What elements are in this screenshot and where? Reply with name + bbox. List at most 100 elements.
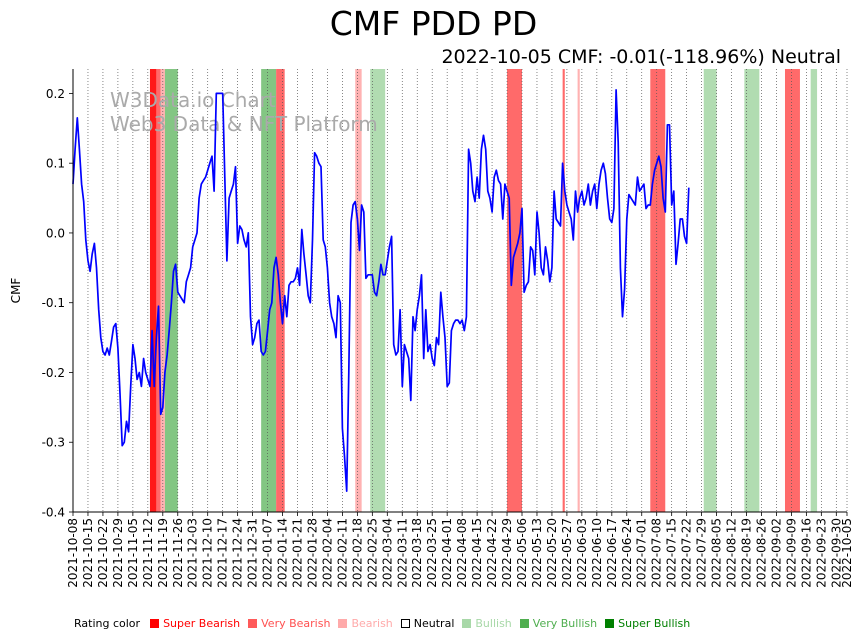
y-axis-label: CMF [9, 278, 23, 304]
x-tick-label: 2021-11-05 [126, 518, 140, 588]
x-tick-label: 2022-05-13 [530, 518, 544, 588]
legend-swatch [519, 619, 529, 628]
series-line [72, 89, 690, 492]
legend-swatch [150, 619, 160, 628]
legend-swatch [462, 619, 472, 628]
legend-item-label: Neutral [413, 617, 455, 630]
x-tick-label: 2022-03-18 [410, 518, 424, 588]
legend-item: Neutral [400, 617, 455, 630]
y-tick-label: 0.0 [46, 226, 65, 240]
x-tick-label: 2022-06-17 [605, 518, 619, 588]
rating-band [276, 69, 285, 512]
x-tick-label: 2021-12-31 [246, 518, 260, 588]
legend-item-label: Super Bearish [163, 617, 241, 630]
x-tick-label: 2022-07-08 [650, 518, 664, 588]
x-tick-label: 2022-01-28 [305, 518, 319, 588]
y-tick-label: -0.1 [42, 296, 65, 310]
x-tick-label: 2022-02-25 [365, 518, 379, 588]
x-tick-label: 2022-04-22 [485, 518, 499, 588]
x-tick-label: 2022-06-10 [590, 518, 604, 588]
rating-band [149, 69, 157, 512]
x-tick-label: 2022-01-07 [261, 518, 275, 588]
x-tick-label: 2021-10-22 [96, 518, 110, 588]
x-tick-label: 2022-08-05 [710, 518, 724, 588]
legend-swatch [605, 619, 615, 628]
rating-band [650, 69, 666, 512]
x-tick-label: 2022-07-29 [695, 518, 709, 588]
x-tick-label: 2021-11-12 [141, 518, 155, 588]
legend-swatch [400, 619, 410, 628]
x-tick-label: 2021-10-15 [81, 518, 95, 588]
rating-band [355, 69, 362, 512]
legend-item-label: Bearish [351, 617, 393, 630]
x-tick-label: 2022-04-15 [470, 518, 484, 588]
x-tick-label: 2021-11-19 [156, 518, 170, 588]
watermark-text: Web3 Data & NFT Platform [110, 112, 378, 136]
legend-item-label: Bullish [475, 617, 512, 630]
x-tick-label: 2022-08-19 [740, 518, 754, 588]
x-tick-label: 2022-09-23 [814, 518, 828, 588]
legend-item: Very Bullish [519, 617, 598, 630]
rating-band [810, 69, 818, 512]
rating-band [577, 69, 580, 512]
y-tick-label: -0.3 [42, 436, 65, 450]
x-tick-label: 2022-06-24 [620, 518, 634, 588]
x-tick-label: 2022-07-15 [665, 518, 679, 588]
x-tick-label: 2022-03-25 [425, 518, 439, 588]
rating-band [261, 69, 277, 512]
x-tick-label: 2022-04-01 [440, 518, 454, 588]
chart-subtitle: 2022-10-05 CMF: -0.01(-118.96%) Neutral [441, 46, 841, 68]
rating-band [156, 69, 161, 512]
x-tick-label: 2021-12-24 [231, 518, 245, 588]
y-tick-label: 0.1 [46, 157, 65, 171]
x-tick-label: 2022-01-14 [276, 518, 290, 588]
x-tick-label: 2022-08-12 [725, 518, 739, 588]
chart-title: CMF PDD PD [329, 4, 538, 43]
x-tick-label: 2022-02-04 [320, 518, 334, 588]
legend-item-label: Very Bullish [532, 617, 598, 630]
legend-label: Rating color [74, 617, 141, 630]
rating-legend: Rating color Super Bearish Very Bearish Be… [74, 617, 698, 630]
legend-item-label: Super Bullish [618, 617, 691, 630]
x-tick-label: 2022-09-09 [784, 518, 798, 588]
rating-band [164, 69, 178, 512]
legend-item: Bearish [338, 617, 393, 630]
x-tick-label: 2021-12-10 [201, 518, 215, 588]
rating-band [562, 69, 565, 512]
x-tick-label: 2022-03-11 [395, 518, 409, 588]
x-tick-label: 2021-10-08 [66, 518, 80, 588]
x-tick-label: 2022-01-21 [291, 518, 305, 588]
x-tick-label: 2022-04-29 [500, 518, 514, 588]
legend-swatch [338, 619, 348, 628]
legend-item: Super Bearish [150, 617, 240, 630]
x-tick-label: 2022-09-02 [769, 518, 783, 588]
legend-items: Super Bearish Very Bearish Bearish Neutral B… [150, 617, 698, 630]
y-tick-label: -0.2 [42, 366, 65, 380]
x-tick-label: 2021-10-29 [111, 518, 125, 588]
y-tick-label: -0.4 [42, 506, 65, 520]
x-tick-label: 2022-03-04 [380, 518, 394, 588]
x-tick-label: 2022-08-26 [754, 518, 768, 588]
legend-swatch [248, 619, 258, 628]
x-tick-label: 2021-12-17 [216, 518, 230, 588]
legend-item-label: Very Bearish [261, 617, 331, 630]
rating-band [703, 69, 717, 512]
legend-item: Super Bullish [605, 617, 690, 630]
x-tick-label: 2022-02-11 [335, 518, 349, 588]
legend-item: Bullish [462, 617, 512, 630]
x-tick-label: 2021-11-26 [171, 518, 185, 588]
rating-band [160, 69, 165, 512]
x-tick-label: 2022-09-30 [829, 518, 843, 588]
x-tick-label: 2022-05-20 [545, 518, 559, 588]
x-tick-label: 2022-10-05 [840, 518, 854, 588]
x-tick-label: 2022-04-08 [455, 518, 469, 588]
x-tick-label: 2022-05-27 [560, 518, 574, 588]
x-tick-label: 2022-06-03 [575, 518, 589, 588]
rating-band [507, 69, 523, 512]
x-tick-label: 2022-05-06 [515, 518, 529, 588]
x-tick-label: 2021-12-03 [186, 518, 200, 588]
legend-item: Very Bearish [248, 617, 330, 630]
rating-band [744, 69, 760, 512]
x-tick-label: 2022-07-22 [680, 518, 694, 588]
